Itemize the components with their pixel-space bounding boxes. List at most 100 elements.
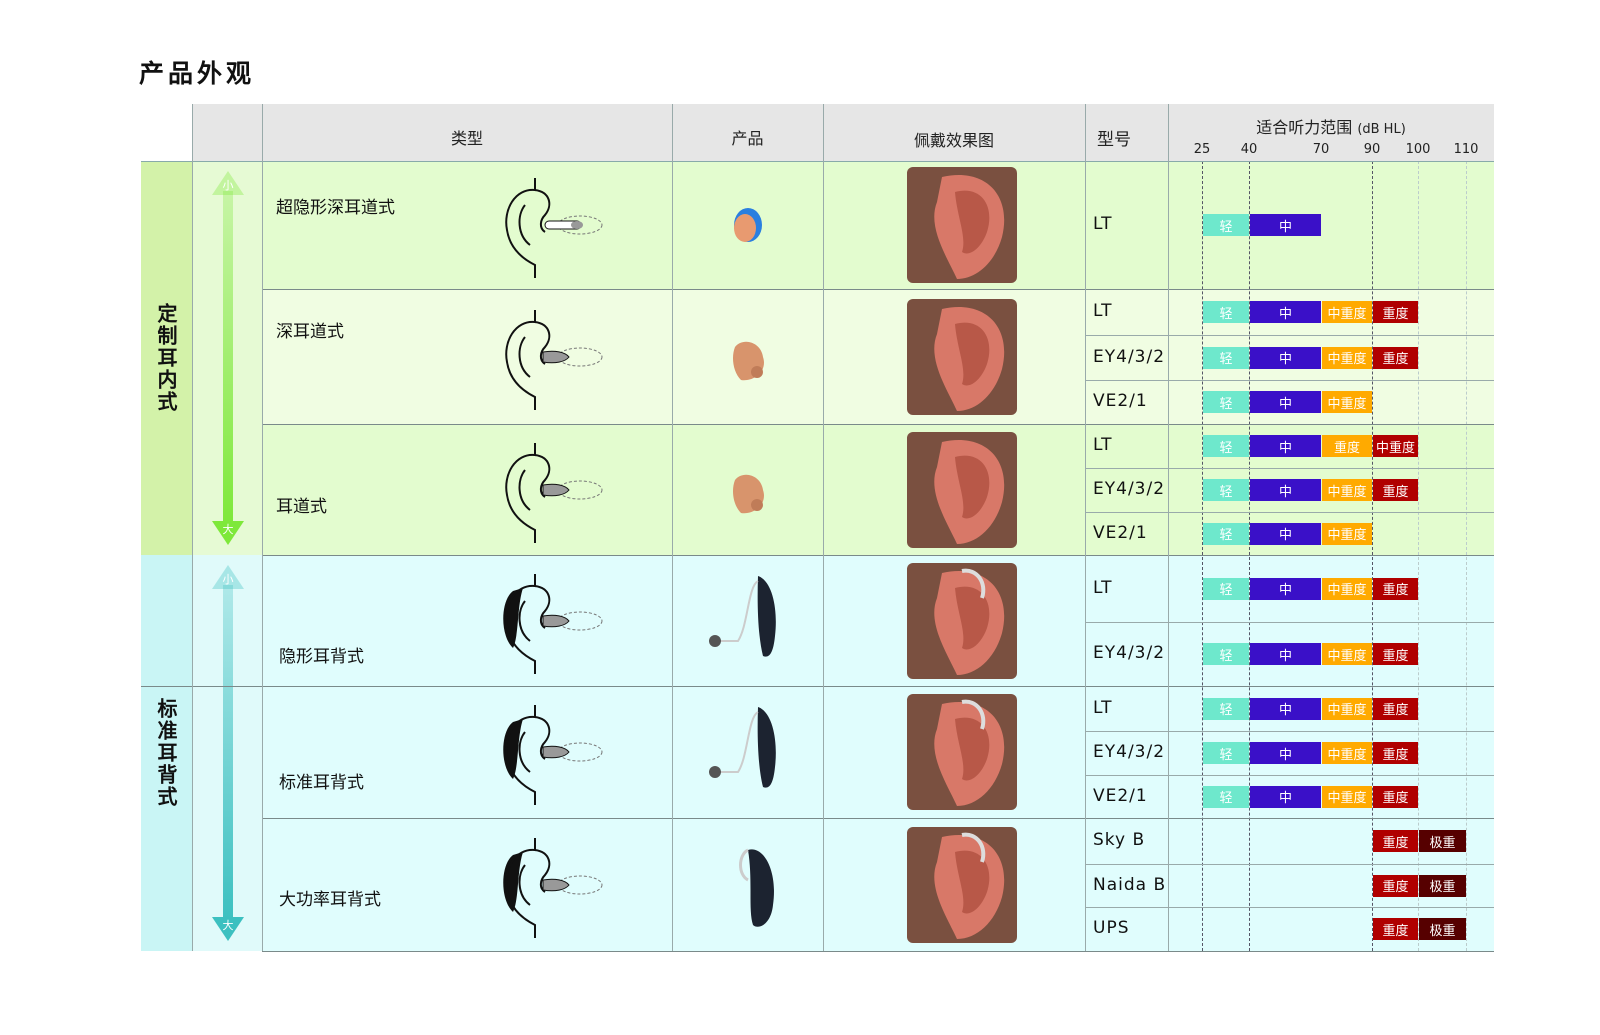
column-divider (1168, 104, 1169, 951)
column-divider (823, 104, 824, 951)
hearing-range-bar-mild: 轻 (1203, 742, 1249, 764)
column-divider (672, 104, 673, 951)
hearing-range-bar-mild: 轻 (1203, 435, 1249, 457)
header-range-label: 适合听力范围 (1256, 118, 1353, 137)
header-type: 类型 (450, 129, 483, 148)
model-name: EY4/3/2 (1093, 742, 1166, 762)
hearing-aid-product-image (733, 474, 764, 513)
sub-row-divider (1085, 335, 1494, 336)
hearing-range-bar-severe: 重度 (1373, 301, 1418, 323)
hearing-aid-product-image (709, 707, 776, 788)
hearing-range-bar-moderate: 中 (1250, 643, 1321, 665)
model-name: LT (1093, 214, 1113, 234)
size-arrow-icon (212, 565, 244, 941)
wearing-effect-photo (907, 826, 1017, 943)
hearing-range-bar-severe: 重度 (1373, 785, 1418, 808)
range-gridline (1202, 161, 1203, 951)
model-name: LT (1093, 697, 1113, 718)
hearing-range-bar-mild: 轻 (1203, 785, 1249, 808)
hearing-range-bar-severe: 重度 (1373, 697, 1418, 720)
model-name: VE2/1 (1093, 522, 1148, 543)
hearing-range-bar-modsevere: 重度 (1322, 435, 1372, 457)
model-name: LT (1093, 301, 1113, 321)
hearing-range-bar-mild: 轻 (1203, 346, 1249, 369)
ear-diagram-icon (503, 837, 603, 938)
range-tick-label: 100 (1405, 142, 1431, 157)
hearing-range-bar-modsevere: 中重度 (1322, 522, 1372, 545)
hearing-range-bar-severe: 重度 (1373, 479, 1418, 501)
hearing-range-bar-severe: 重度 (1373, 643, 1418, 665)
ear-diagram-icon (505, 442, 603, 543)
hearing-range-bar-moderate: 中 (1250, 522, 1321, 545)
hearing-range-bar-profound: 极重 (1419, 918, 1466, 940)
hearing-range-bar-moderate: 中 (1250, 785, 1321, 808)
model-name: Sky B (1093, 830, 1146, 850)
hearing-range-bar-moderate: 中 (1250, 301, 1321, 323)
hearing-range-bar-severe: 重度 (1373, 874, 1418, 897)
arrow-bottom-label: 大 (222, 523, 234, 536)
row-divider (262, 818, 1494, 819)
hearing-range-bar-modsevere: 中重度 (1322, 391, 1372, 413)
hearing-range-bar-moderate: 中 (1250, 214, 1321, 236)
hearing-range-bar-moderate: 中 (1250, 479, 1321, 501)
column-divider (192, 104, 193, 951)
ear-diagram-icon (505, 309, 603, 410)
row-divider (141, 686, 1494, 687)
range-gridline (1372, 161, 1373, 951)
model-name: VE2/1 (1093, 391, 1148, 411)
type-row-bg (262, 818, 1494, 951)
ear-diagram-icon (505, 178, 603, 278)
hearing-aid-product-image (739, 848, 774, 927)
row-divider (262, 951, 1494, 952)
hearing-range-bar-modsevere: 中重度 (1322, 643, 1372, 665)
wearing-effect-photo (907, 694, 1017, 810)
hearing-range-bar-severe: 中重度 (1373, 435, 1418, 457)
hearing-range-bar-moderate: 中 (1250, 742, 1321, 764)
hearing-range-bar-modsevere: 中重度 (1322, 577, 1372, 600)
type-name: 超隐形深耳道式 (276, 198, 395, 218)
sub-row-divider (1085, 731, 1494, 732)
type-name: 耳道式 (276, 497, 327, 517)
hearing-range-bar-mild: 轻 (1203, 479, 1249, 501)
model-name: EY4/3/2 (1093, 479, 1166, 499)
hearing-aid-product-image (709, 575, 776, 657)
hearing-range-bar-modsevere: 中重度 (1322, 301, 1372, 323)
ear-diagram-icon (503, 573, 603, 674)
hearing-range-bar-moderate: 中 (1250, 435, 1321, 457)
hearing-range-bar-mild: 轻 (1203, 697, 1249, 720)
range-tick-label: 110 (1453, 142, 1479, 157)
hearing-aid-product-image (733, 341, 764, 380)
model-name: EY4/3/2 (1093, 346, 1166, 367)
range-tick-label: 25 (1193, 142, 1211, 157)
header-wear: 佩戴效果图 (913, 131, 994, 150)
hearing-range-bar-mild: 轻 (1203, 391, 1249, 413)
type-name: 隐形耳背式 (279, 647, 364, 667)
hearing-range-bar-mild: 轻 (1203, 214, 1249, 236)
wearing-effect-photo (907, 167, 1017, 283)
row-divider (262, 555, 1494, 556)
size-arrow-icon (212, 171, 244, 545)
hearing-range-bar-modsevere: 中重度 (1322, 697, 1372, 720)
range-tick-label: 40 (1240, 142, 1258, 157)
header-divider (141, 161, 1494, 162)
type-name: 深耳道式 (276, 322, 344, 342)
hearing-range-bar-modsevere: 中重度 (1322, 346, 1372, 369)
type-name: 标准耳背式 (279, 773, 364, 793)
wearing-effect-photo (907, 562, 1017, 679)
hearing-range-bar-severe: 重度 (1373, 742, 1418, 764)
wearing-effect-photo (907, 298, 1017, 415)
hearing-range-bar-profound: 极重 (1419, 830, 1466, 852)
hearing-range-bar-mild: 轻 (1203, 301, 1249, 323)
hearing-range-bar-severe: 重度 (1373, 830, 1418, 852)
model-name: EY4/3/2 (1093, 643, 1166, 663)
column-divider (1085, 104, 1086, 951)
hearing-range-bar-profound: 极重 (1419, 874, 1466, 897)
hearing-range-bar-mild: 轻 (1203, 643, 1249, 665)
hearing-range-bar-moderate: 中 (1250, 346, 1321, 369)
range-gridline (1249, 161, 1250, 951)
group-label: 标准耳背式 (141, 555, 192, 951)
hearing-range-bar-severe: 重度 (1373, 346, 1418, 369)
header-model: 型号 (1097, 130, 1131, 150)
arrow-top-label: 小 (222, 573, 234, 586)
